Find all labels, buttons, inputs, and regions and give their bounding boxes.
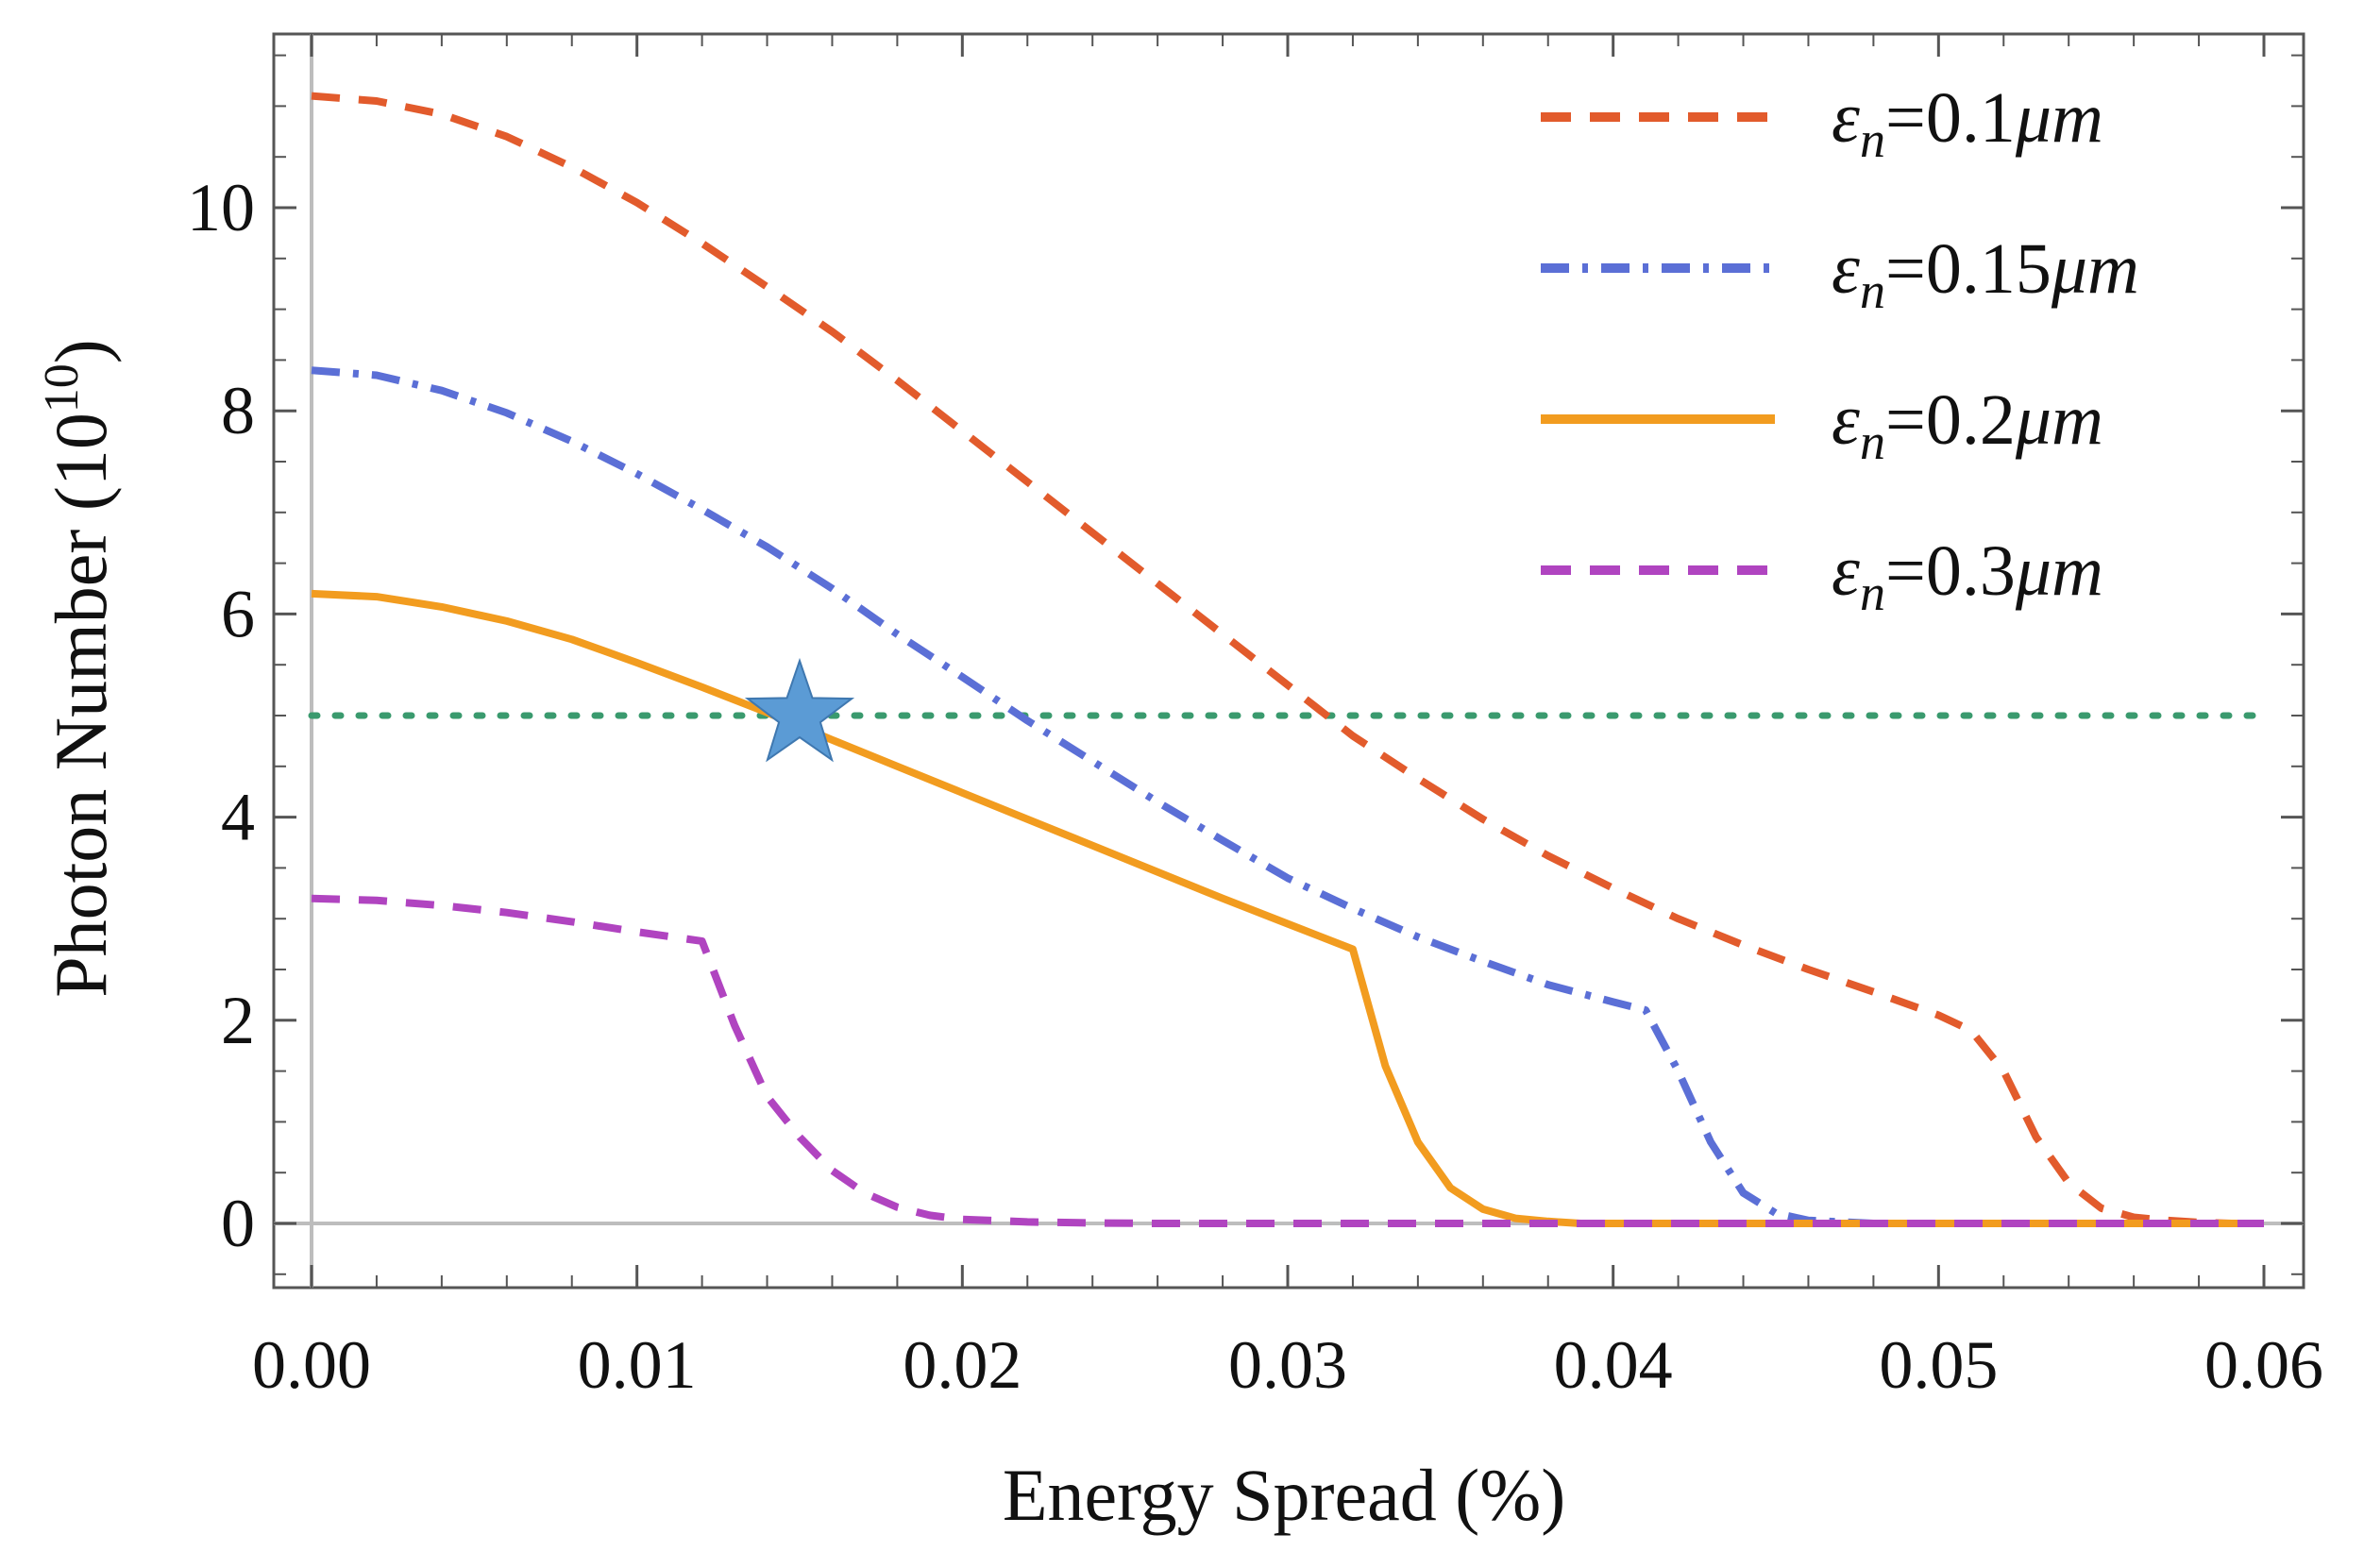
legend-label-2: εn=0.15μm	[1832, 229, 2139, 319]
star-marker	[744, 657, 855, 763]
legend-value: =0.3	[1885, 531, 2016, 611]
legend-subscript: n	[1860, 262, 1885, 319]
legend-unit: μm	[2015, 531, 2103, 611]
legend-epsilon: ε	[1832, 380, 1860, 460]
legend-epsilon: ε	[1832, 78, 1860, 158]
legend-subscript: n	[1860, 413, 1885, 470]
x-tick-label: 0.06	[2204, 1327, 2323, 1403]
legend-unit: μm	[2051, 229, 2139, 309]
y-axis-title-suffix: )	[40, 339, 122, 363]
x-tick-label: 0.01	[578, 1327, 697, 1403]
legend-unit: μm	[2015, 78, 2103, 158]
legend-value: =0.2	[1885, 380, 2016, 460]
legend-value: =0.15	[1885, 229, 2052, 309]
y-axis-title-exponent: 10	[35, 363, 89, 413]
y-tick-label: 8	[221, 373, 255, 448]
series-line-4	[311, 894, 2264, 1227]
ticks: 0.00 0.01 0.02 0.03 0.04 0.05 0.06 0 2 4 6 8 10	[187, 34, 2323, 1403]
x-tick-label: 0.00	[252, 1327, 371, 1403]
y-tick-label: 10	[187, 170, 255, 245]
y-tick-label: 6	[221, 576, 255, 651]
legend-epsilon: ε	[1832, 229, 1860, 309]
plot-lines	[308, 92, 2268, 1227]
y-tick-label: 2	[221, 983, 255, 1058]
legend-label-1: εn=0.1μm	[1832, 78, 2103, 168]
legend-label-4: εn=0.3μm	[1832, 531, 2103, 621]
y-tick-label: 0	[221, 1186, 255, 1261]
x-axis-title: Energy Spread (%)	[1003, 1454, 1565, 1536]
legend-value: =0.1	[1885, 78, 2016, 158]
legend-subscript: n	[1860, 111, 1885, 168]
y-axis-title-prefix: Photon Number (10	[40, 413, 122, 998]
legend-label-3: εn=0.2μm	[1832, 380, 2103, 470]
marker-layer	[744, 657, 855, 763]
x-tick-label: 0.05	[1879, 1327, 1998, 1403]
x-tick-label: 0.04	[1554, 1327, 1673, 1403]
x-tick-label: 0.03	[1228, 1327, 1347, 1403]
legend-epsilon: ε	[1832, 531, 1860, 611]
x-tick-label: 0.02	[903, 1327, 1022, 1403]
y-axis-title: Photon Number (1010)	[35, 339, 122, 998]
legend-unit: μm	[2015, 380, 2103, 460]
legend-subscript: n	[1860, 565, 1885, 621]
y-tick-label: 4	[221, 780, 255, 855]
